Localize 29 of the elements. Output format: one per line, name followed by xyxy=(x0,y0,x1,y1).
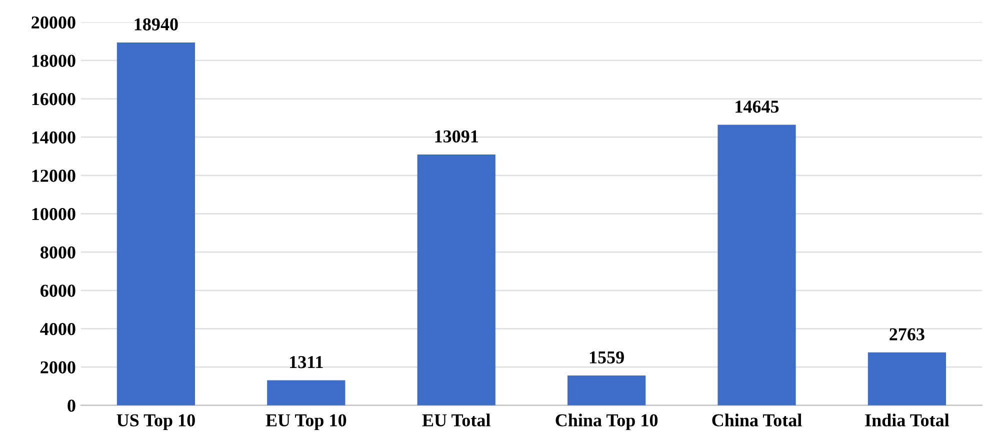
x-tick-label: EU Top 10 xyxy=(266,414,346,430)
y-tick-label: 20000 xyxy=(32,16,76,29)
x-tick-label: China Total xyxy=(712,414,802,426)
bar xyxy=(868,352,946,406)
data-label: 18940 xyxy=(134,18,178,30)
bar xyxy=(718,124,796,406)
data-label: 2763 xyxy=(890,328,924,340)
x-tick-label: EU Total xyxy=(422,414,490,426)
y-tick-label: 14000 xyxy=(32,131,76,144)
bar xyxy=(267,380,346,406)
y-tick-label: 2000 xyxy=(40,361,76,374)
y-tick-label: 4000 xyxy=(40,322,76,336)
y-tick-label: 16000 xyxy=(32,93,76,106)
data-label: 1559 xyxy=(590,351,624,364)
y-tick-label: 12000 xyxy=(32,170,76,182)
y-tick-label: 6000 xyxy=(40,284,76,297)
y-tick-label: 18000 xyxy=(32,54,76,67)
bar xyxy=(417,154,496,406)
data-label: 13091 xyxy=(435,130,478,143)
y-tick-label: 0 xyxy=(68,400,76,412)
x-tick-label: India Total xyxy=(865,414,950,426)
x-tick-label: US Top 10 xyxy=(116,414,195,430)
bar xyxy=(116,42,196,406)
y-tick-label: 10000 xyxy=(32,208,76,220)
y-tick-label: 8000 xyxy=(40,246,76,259)
data-label: 1311 xyxy=(290,356,323,368)
data-label: 14645 xyxy=(736,100,779,113)
bar xyxy=(568,375,646,406)
x-tick-label: China Top 10 xyxy=(556,414,658,430)
